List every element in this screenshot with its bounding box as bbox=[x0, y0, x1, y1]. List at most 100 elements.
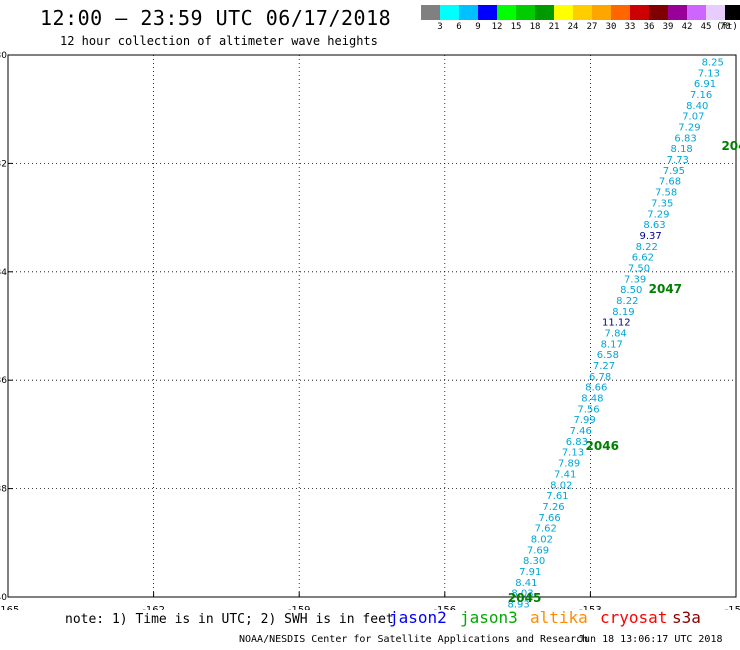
legend-swatch bbox=[573, 5, 592, 20]
wave-height-label: 7.73 bbox=[667, 155, 689, 166]
wave-height-label: 6.83 bbox=[566, 437, 588, 448]
legend-swatch bbox=[478, 5, 497, 20]
wave-height-label: 8.22 bbox=[636, 242, 658, 253]
legend-label: 24 bbox=[567, 22, 579, 32]
legend-label: 18 bbox=[529, 22, 541, 32]
wave-height-label: 7.07 bbox=[682, 112, 704, 123]
wave-height-label: 8.22 bbox=[616, 296, 638, 307]
legend-label: 9 bbox=[475, 22, 481, 32]
wave-height-label: 7.50 bbox=[628, 263, 650, 274]
wave-height-label: 7.89 bbox=[558, 459, 580, 470]
page-subtitle: 12 hour collection of altimeter wave hei… bbox=[60, 34, 378, 48]
legend-label: 36 bbox=[643, 22, 655, 32]
lat-label: -38 bbox=[0, 485, 7, 495]
lon-label: -150 bbox=[725, 605, 740, 610]
color-legend-bar bbox=[421, 5, 740, 20]
lon-label: -162 bbox=[142, 605, 165, 610]
legend-unit: (ft) bbox=[716, 22, 738, 32]
sat-jason2: jason2 bbox=[389, 608, 447, 627]
wave-height-label: 8.50 bbox=[620, 285, 642, 296]
color-legend-labels: 3 6 9 12 15 18 21 24 27 30 33 36 39 42 45 70 (ft) bbox=[421, 22, 740, 34]
wave-height-label: 7.61 bbox=[546, 491, 568, 502]
wave-height-label: 7.58 bbox=[655, 188, 677, 199]
wave-height-label: 7.35 bbox=[651, 198, 673, 209]
wave-height-label: 7.69 bbox=[527, 545, 549, 556]
legend-swatch bbox=[592, 5, 611, 20]
wave-height-label: 8.02 bbox=[550, 480, 572, 491]
wave-height-label: 7.68 bbox=[659, 177, 681, 188]
wave-height-map: -165 -162 -159 -156 -153 -150 -30 -32 -34 -36 -38 -… bbox=[0, 51, 740, 610]
legend-swatch bbox=[421, 5, 440, 20]
lon-label: -156 bbox=[433, 605, 456, 610]
wave-height-label: 7.13 bbox=[562, 448, 584, 459]
lon-label: -165 bbox=[0, 605, 19, 610]
wave-height-label: 7.13 bbox=[698, 68, 720, 79]
footer-agency: NOAA/NESDIS Center for Satellite Applica… bbox=[239, 634, 589, 645]
wave-height-label: 7.39 bbox=[624, 274, 646, 285]
wave-height-label: 8.02 bbox=[531, 534, 553, 545]
wave-height-label: 8.48 bbox=[581, 394, 603, 405]
wave-height-label: 7.84 bbox=[605, 329, 627, 340]
pass-time-label: 2047 bbox=[649, 282, 682, 296]
wave-height-label: 9.37 bbox=[639, 231, 661, 242]
wave-height-label: 7.41 bbox=[554, 469, 576, 480]
legend-swatch bbox=[535, 5, 554, 20]
wave-height-label: 8.25 bbox=[702, 58, 724, 69]
sat-jason3: jason3 bbox=[460, 608, 518, 627]
wave-height-label: 8.41 bbox=[515, 578, 537, 589]
wave-height-label: 7.95 bbox=[663, 166, 685, 177]
wave-height-label: 7.26 bbox=[542, 502, 564, 513]
legend-label: 70 bbox=[719, 22, 731, 32]
legend-swatch bbox=[611, 5, 630, 20]
wave-height-label: 6.83 bbox=[674, 133, 696, 144]
wave-height-label: 6.91 bbox=[694, 79, 716, 90]
legend-label: 6 bbox=[456, 22, 462, 32]
lat-label: -40 bbox=[0, 593, 7, 603]
legend-swatch bbox=[459, 5, 478, 20]
wave-height-label: 8.30 bbox=[523, 556, 545, 567]
wave-height-label: 7.56 bbox=[577, 404, 599, 415]
wave-height-label: 7.16 bbox=[690, 90, 712, 101]
wave-height-label: 7.29 bbox=[647, 209, 669, 220]
footer-timestamp: Jun 18 13:06:17 UTC 2018 bbox=[578, 634, 723, 645]
sat-altika: altika bbox=[530, 608, 588, 627]
legend-swatch bbox=[440, 5, 459, 20]
legend-label: 30 bbox=[605, 22, 617, 32]
legend-swatch bbox=[687, 5, 706, 20]
sat-cryosat: cryosat bbox=[600, 608, 668, 627]
legend-swatch bbox=[649, 5, 668, 20]
legend-swatch bbox=[516, 5, 535, 20]
legend-label: 3 bbox=[437, 22, 443, 32]
wave-height-label: 8.19 bbox=[612, 307, 634, 318]
wave-height-label: 6.62 bbox=[632, 253, 654, 264]
pass-time-label: 2045 bbox=[508, 591, 541, 605]
pass-time-label: 2046 bbox=[586, 439, 619, 453]
legend-label: 12 bbox=[491, 22, 503, 32]
lon-label: -153 bbox=[579, 605, 602, 610]
wave-height-label: 8.40 bbox=[686, 101, 708, 112]
legend-swatch bbox=[725, 5, 740, 20]
lat-label: -36 bbox=[0, 376, 7, 386]
wave-height-label: 8.63 bbox=[643, 220, 665, 231]
legend-swatch bbox=[630, 5, 649, 20]
lon-label: -159 bbox=[288, 605, 311, 610]
legend-swatch bbox=[497, 5, 516, 20]
wave-height-label: 11.12 bbox=[602, 318, 631, 329]
note-text: note: 1) Time is in UTC; 2) SWH is in fe… bbox=[65, 612, 394, 627]
legend-label: 15 bbox=[510, 22, 522, 32]
wave-height-label: 8.18 bbox=[671, 144, 693, 155]
legend-label: 39 bbox=[662, 22, 674, 32]
legend-label: 42 bbox=[681, 22, 693, 32]
lat-label: -30 bbox=[0, 51, 7, 61]
legend-label: 45 bbox=[700, 22, 712, 32]
wave-height-label: 8.03 bbox=[511, 589, 533, 600]
sat-s3a: s3a bbox=[672, 608, 701, 627]
wave-height-label: 8.66 bbox=[585, 383, 607, 394]
wave-height-label: 7.62 bbox=[535, 524, 557, 535]
wave-height-label: 7.46 bbox=[570, 426, 592, 437]
legend-swatch bbox=[668, 5, 687, 20]
legend-label: 33 bbox=[624, 22, 636, 32]
wave-height-label: 7.27 bbox=[593, 361, 615, 372]
wave-height-label: 8.17 bbox=[601, 339, 623, 350]
legend-label: 27 bbox=[586, 22, 598, 32]
